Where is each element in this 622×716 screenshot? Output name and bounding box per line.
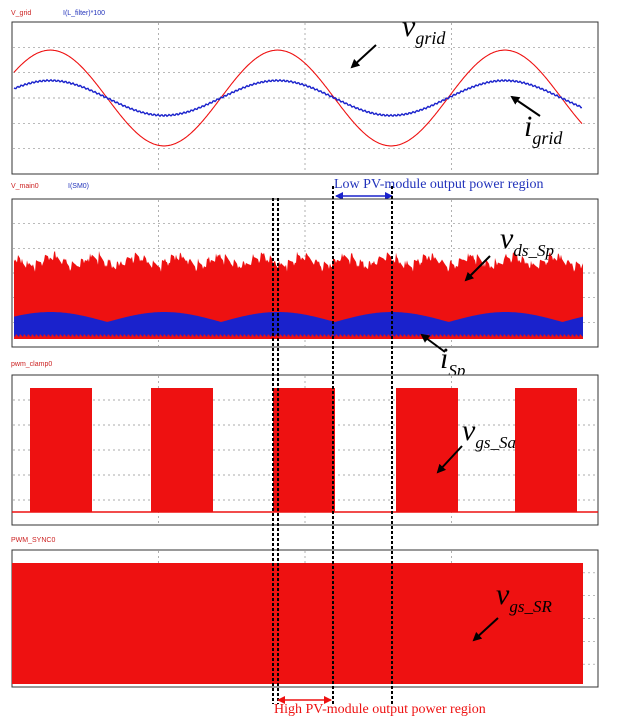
low-power-region-label: Low PV-module output power region — [334, 177, 543, 192]
igrid-pointer-arrow — [510, 95, 541, 117]
series-isp-envelope — [14, 312, 583, 337]
signal-label-vmain: V_main0 — [11, 183, 39, 190]
pwm-clamp-bursts — [30, 388, 577, 512]
series-vgrid-line — [13, 49, 583, 147]
region-markers: High PV-module output power region — [272, 186, 486, 716]
signal-label-vgrid: V_grid — [11, 10, 31, 17]
panel-sync-gate: PWM_SYNC0 vgs_SR — [11, 537, 599, 688]
isp-pointer-arrow — [420, 333, 446, 353]
vgrid-pointer-arrow — [350, 44, 377, 69]
pwm-clamp-burst — [515, 388, 577, 512]
signal-label-pwm-clamp: pwm_clamp0 — [11, 361, 52, 368]
vgs-sr-annotation: vgs_SR — [496, 578, 552, 616]
vgs-sa-annotation: vgs_Sa — [462, 414, 516, 452]
igrid-annotation: igrid — [524, 110, 563, 148]
high-power-region-label: High PV-module output power region — [274, 702, 486, 716]
panel-main-switch: V_main0 I(SM0) Low PV-module output powe… — [11, 177, 599, 380]
pwm-clamp-burst — [273, 388, 335, 512]
pwm-clamp-burst — [151, 388, 213, 512]
isp-annotation: iSp — [440, 342, 465, 380]
signal-label-pwm-sync: PWM_SYNC0 — [11, 537, 55, 544]
signal-label-ism: I(SM0) — [68, 183, 89, 190]
vgrid-annotation: vgrid — [402, 10, 446, 48]
pwm-clamp-burst — [396, 388, 458, 512]
vds-annotation: vds_Sp — [500, 222, 554, 260]
panel-grid: V_grid I(L_filter)*100 vgrid igrid — [11, 10, 599, 175]
vgs-sr-pointer-arrow — [472, 617, 499, 642]
vds-pointer-arrow — [464, 255, 491, 282]
series-igrid-line — [13, 78, 583, 118]
panel-clamp-gate: pwm_clamp0 vgs_Sa — [11, 361, 599, 526]
series-pwm-sync-block — [12, 563, 583, 684]
pwm-clamp-burst — [30, 388, 92, 512]
panel-gridlines — [13, 23, 597, 173]
signal-label-ifilter: I(L_filter)*100 — [63, 10, 105, 17]
vgs-sa-pointer-arrow — [436, 445, 463, 474]
